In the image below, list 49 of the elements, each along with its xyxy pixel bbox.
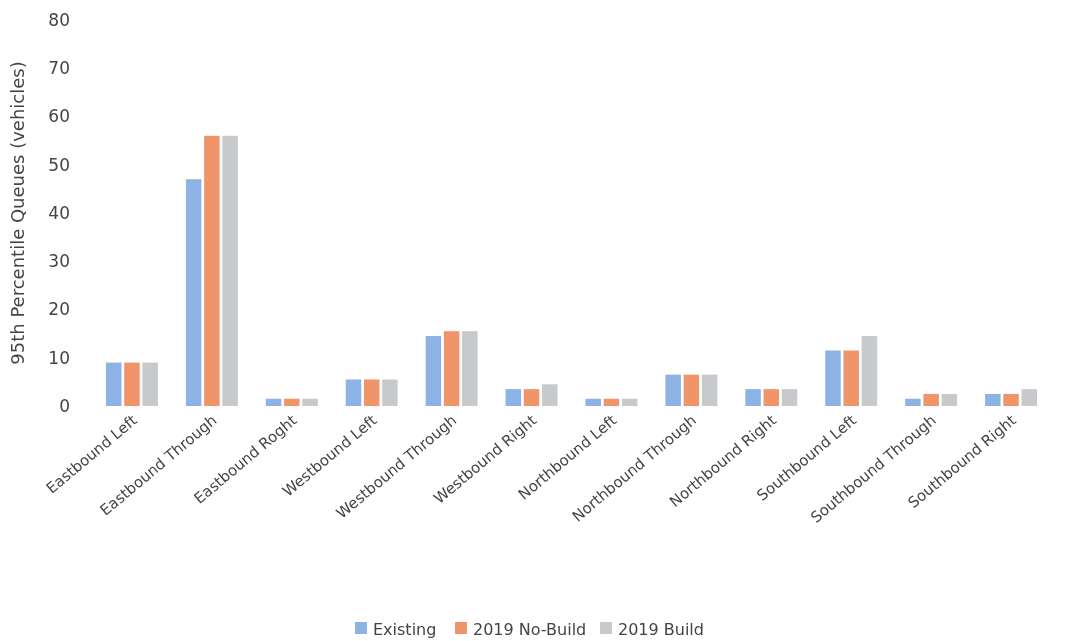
bar xyxy=(222,135,238,406)
bar xyxy=(665,374,681,406)
bar xyxy=(1003,393,1019,406)
bar xyxy=(142,362,158,406)
y-tick-label: 70 xyxy=(48,58,70,79)
bar xyxy=(204,135,220,406)
bar xyxy=(1021,389,1038,406)
bar xyxy=(462,331,478,406)
bar xyxy=(265,398,282,406)
bar xyxy=(621,398,638,406)
bar xyxy=(185,179,202,406)
bar xyxy=(363,379,380,406)
y-tick-label: 0 xyxy=(59,395,70,416)
bar xyxy=(985,393,1001,406)
bar xyxy=(683,374,700,406)
bar xyxy=(825,350,841,406)
bar xyxy=(923,393,939,406)
bar xyxy=(763,389,780,406)
legend-label: 2019 Build xyxy=(618,619,704,639)
bar xyxy=(505,389,522,406)
y-tick-label: 40 xyxy=(48,202,70,223)
bar xyxy=(542,384,558,406)
legend-label: 2019 No-Build xyxy=(473,619,587,639)
y-tick-label: 10 xyxy=(48,347,70,368)
bar xyxy=(781,389,798,406)
bar xyxy=(745,389,761,406)
bar xyxy=(382,379,398,406)
bar xyxy=(585,398,601,406)
bar xyxy=(905,398,921,406)
y-tick-label: 80 xyxy=(48,9,70,30)
bar xyxy=(523,389,540,406)
bar xyxy=(105,362,122,406)
y-tick-label: 30 xyxy=(48,251,70,272)
bar xyxy=(302,398,318,406)
y-tick-label: 60 xyxy=(48,106,70,127)
y-axis-title: 95th Percentile Queues (vehicles) xyxy=(7,61,28,365)
y-tick-label: 50 xyxy=(48,154,70,175)
bar xyxy=(345,379,362,406)
bar xyxy=(861,336,878,406)
bar xyxy=(941,393,958,406)
bar xyxy=(443,331,460,406)
bar xyxy=(603,398,620,406)
legend-label: Existing xyxy=(373,619,437,639)
bar xyxy=(425,336,442,406)
bar xyxy=(284,398,300,406)
bar xyxy=(843,350,859,406)
bar xyxy=(701,374,718,406)
y-tick-label: 20 xyxy=(48,299,70,320)
bar xyxy=(124,362,140,406)
